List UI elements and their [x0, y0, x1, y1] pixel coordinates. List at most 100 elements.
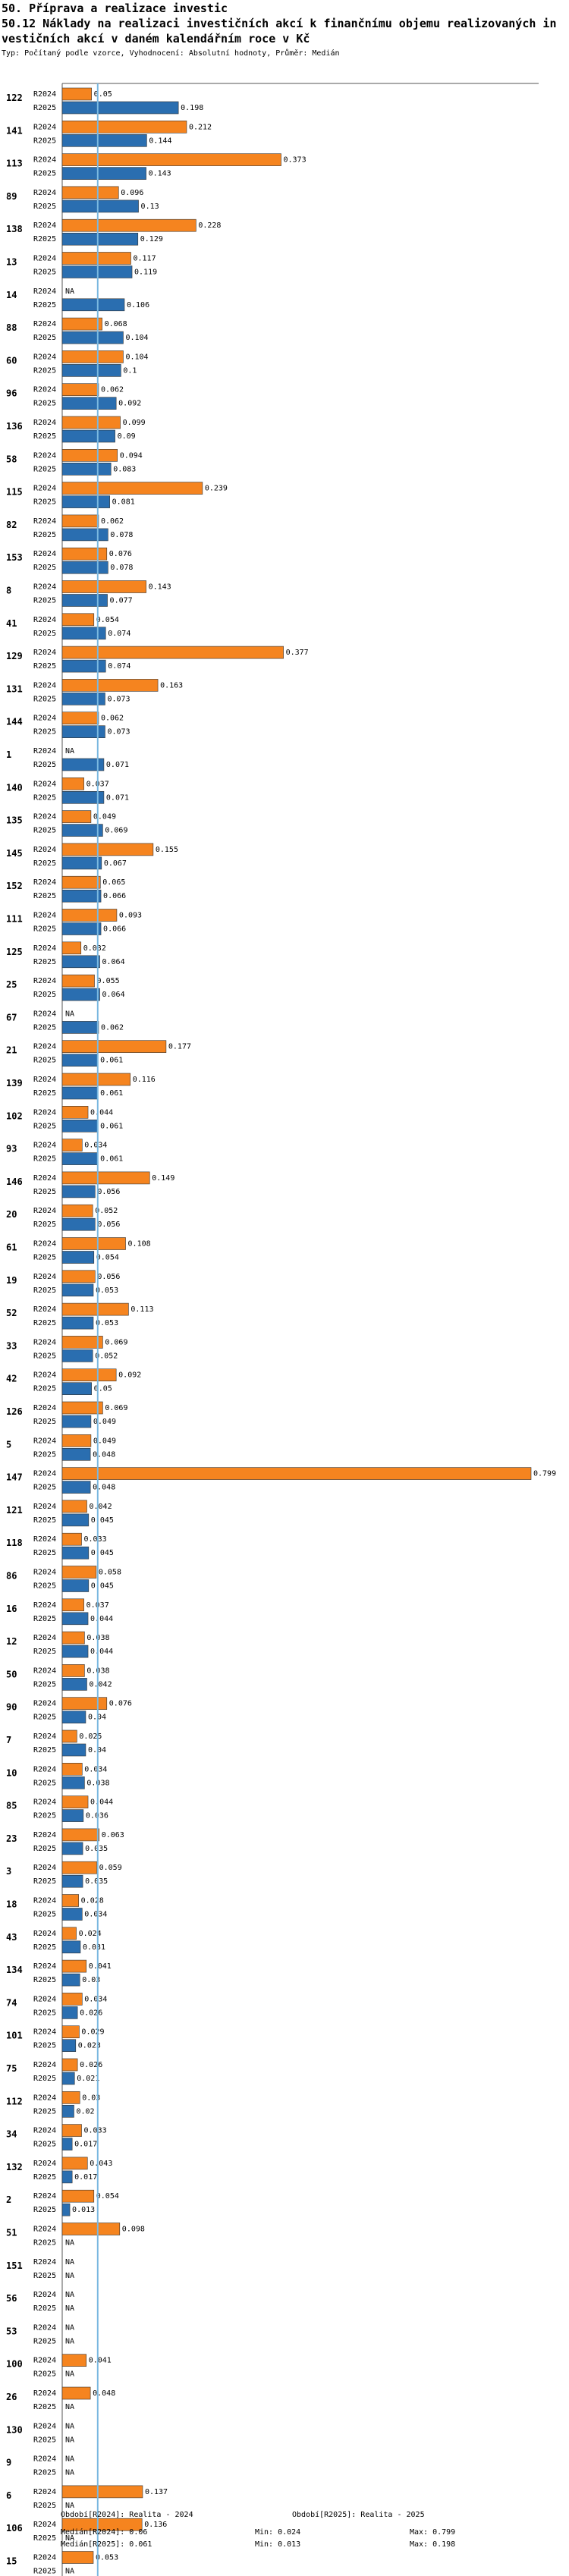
value-label: 0.155	[156, 846, 178, 854]
series-label-r2025: R2025	[33, 2141, 56, 2149]
value-label: 0.024	[79, 1930, 102, 1938]
value-label: 0.049	[93, 1418, 116, 1426]
bar-r2024	[61, 712, 99, 725]
bar-r2024	[61, 2551, 94, 2564]
bar-r2024	[61, 547, 108, 561]
bar-r2025	[61, 725, 105, 739]
value-label: 0.031	[83, 1943, 105, 1952]
na-label: NA	[65, 2502, 74, 2510]
bar-r2025	[61, 1645, 89, 1658]
bar-r2025	[61, 1776, 85, 1789]
bar-r2024	[61, 1073, 131, 1086]
value-label: 0.041	[89, 1962, 112, 1971]
bar-r2024	[61, 2354, 87, 2367]
value-label: 0.021	[77, 2075, 99, 2083]
series-label-r2024: R2024	[33, 2094, 56, 2102]
bar-r2024	[61, 1434, 92, 1447]
series-label-r2025: R2025	[33, 1418, 56, 1426]
value-label: 0.064	[102, 991, 125, 999]
bar-r2024	[61, 974, 95, 988]
category-label: 139	[6, 1078, 23, 1089]
category-label: 121	[6, 1505, 23, 1516]
series-label-r2025: R2025	[33, 531, 56, 539]
category-label: 58	[6, 454, 17, 464]
bar-r2024	[61, 383, 99, 397]
series-label-r2024: R2024	[33, 1108, 56, 1117]
series-label-r2025: R2025	[33, 2107, 56, 2116]
series-label-r2024: R2024	[33, 123, 56, 131]
footer-max-2025: Max: 0.198	[410, 2540, 456, 2549]
value-label: 0.062	[101, 517, 124, 526]
bar-r2025	[61, 1448, 91, 1461]
bar-r2024	[61, 1040, 167, 1053]
category-label: 43	[6, 1932, 17, 1943]
series-label-r2025: R2025	[33, 1812, 56, 1820]
series-label-r2025: R2025	[33, 1549, 56, 1557]
bar-r2024	[61, 1763, 83, 1776]
value-label: 0.061	[100, 1089, 123, 1098]
category-label: 136	[6, 421, 23, 432]
value-label: 0.198	[181, 104, 203, 112]
bar-r2025	[61, 495, 110, 508]
bar-r2025	[61, 1382, 92, 1395]
series-label-r2024: R2024	[33, 386, 56, 394]
na-label: NA	[65, 2291, 74, 2299]
category-label: 85	[6, 1801, 17, 1811]
series-label-r2024: R2024	[33, 1503, 56, 1511]
category-label: 106	[6, 2523, 23, 2534]
bar-r2024	[61, 1566, 97, 1579]
bar-r2025	[61, 824, 103, 837]
series-label-r2024: R2024	[33, 419, 56, 427]
category-label: 50	[6, 1669, 17, 1679]
value-label: 0.041	[89, 2357, 112, 2365]
series-label-r2024: R2024	[33, 1076, 56, 1084]
value-label: 0.017	[74, 2173, 97, 2182]
bar-r2025	[61, 1513, 90, 1527]
category-label: 60	[6, 355, 17, 366]
series-label-r2024: R2024	[33, 189, 56, 197]
value-label: 0.083	[113, 465, 136, 473]
bar-r2025	[61, 1120, 99, 1132]
series-label-r2024: R2024	[33, 1995, 56, 2003]
category-label: 88	[6, 322, 17, 333]
category-label: 147	[6, 1472, 23, 1483]
bar-r2024	[61, 448, 118, 462]
series-label-r2024: R2024	[33, 780, 56, 788]
bar-r2024	[61, 252, 131, 265]
series-label-r2025: R2025	[33, 1582, 56, 1591]
bar-r2024	[61, 1467, 532, 1480]
series-label-r2024: R2024	[33, 2455, 56, 2464]
series-label-r2025: R2025	[33, 728, 56, 737]
series-label-r2024: R2024	[33, 1634, 56, 1642]
bar-r2024	[61, 1927, 77, 1940]
series-label-r2024: R2024	[33, 1962, 56, 1971]
series-label-r2025: R2025	[33, 400, 56, 408]
value-label: 0.033	[84, 1535, 107, 1544]
bar-r2025	[61, 1579, 90, 1592]
bar-r2025	[61, 1217, 96, 1231]
bar-r2025	[61, 364, 121, 377]
series-label-r2025: R2025	[33, 1254, 56, 1262]
na-label: NA	[65, 2568, 74, 2576]
value-label: 0.073	[107, 728, 130, 737]
series-label-r2024: R2024	[33, 1831, 56, 1839]
value-label: 0.05	[94, 1385, 112, 1393]
bar-r2024	[61, 1368, 117, 1381]
value-label: 0.137	[145, 2488, 168, 2496]
category-label: 138	[6, 224, 23, 234]
bar-r2024	[61, 2485, 143, 2499]
value-label: 0.069	[105, 1404, 127, 1412]
value-label: 0.053	[96, 2554, 118, 2562]
footer-period-2025: Období[R2025]: Realita - 2025	[292, 2511, 425, 2519]
series-label-r2025: R2025	[33, 2534, 56, 2543]
bar-r2025	[61, 1316, 94, 1330]
bar-r2025	[61, 988, 100, 1001]
bar-r2024	[61, 941, 82, 955]
series-label-r2024: R2024	[33, 1142, 56, 1150]
series-label-r2025: R2025	[33, 137, 56, 145]
value-label: 0.071	[106, 793, 129, 802]
category-label: 13	[6, 257, 17, 268]
series-label-r2024: R2024	[33, 1174, 56, 1183]
bar-r2025	[61, 429, 115, 443]
category-label: 1	[6, 749, 11, 760]
